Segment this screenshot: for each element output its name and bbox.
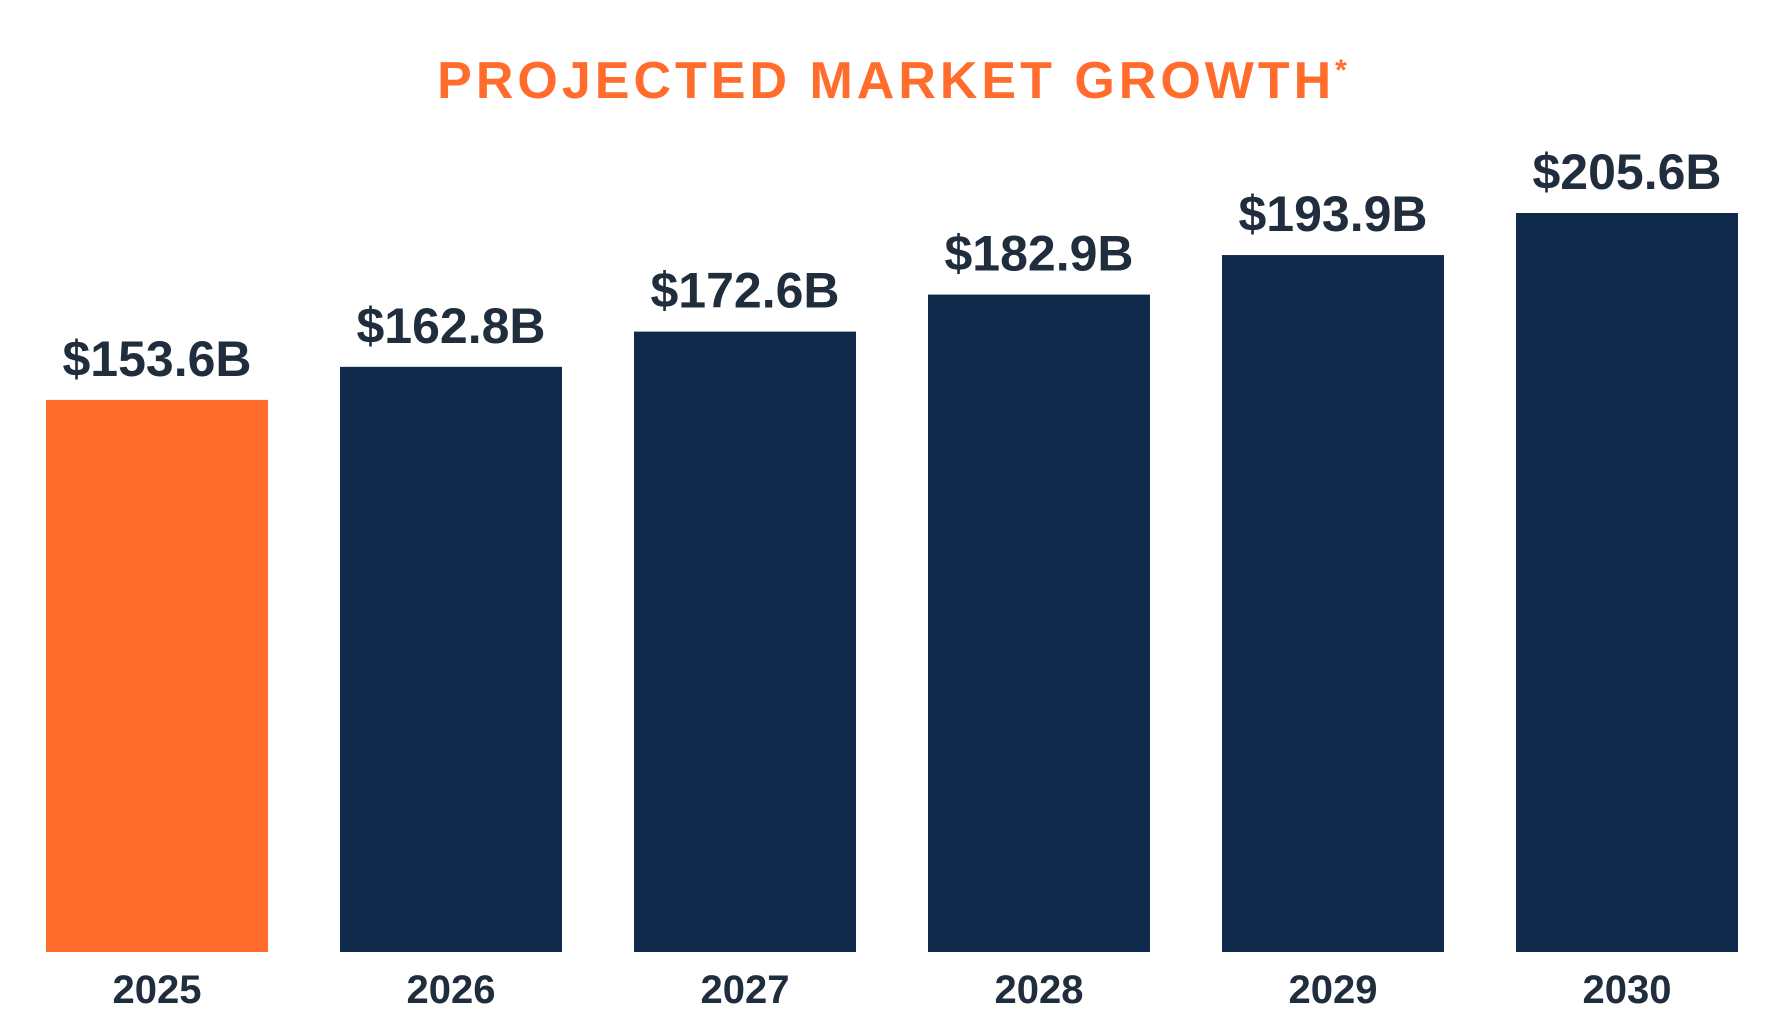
value-label-2028: $182.9B [944, 226, 1133, 282]
bar-2028 [928, 294, 1150, 952]
year-label-2030: 2030 [1583, 968, 1672, 1012]
bar-group [46, 213, 1738, 953]
value-label-2029: $193.9B [1238, 186, 1427, 242]
year-label-2029: 2029 [1289, 968, 1378, 1012]
year-label-2027: 2027 [701, 968, 790, 1012]
year-label-2025: 2025 [113, 968, 202, 1012]
value-label-group: $153.6B $162.8B $172.6B $182.9B $193.9B $205.… [62, 144, 1721, 387]
chart-title: PROJECTED MARKET GROWTH* [0, 36, 1784, 116]
value-label-2025: $153.6B [62, 331, 251, 387]
year-label-2028: 2028 [995, 968, 1084, 1012]
bar-2025 [46, 399, 268, 952]
bar-2027 [634, 331, 856, 953]
bar-2030 [1516, 213, 1738, 952]
bar-2026 [340, 366, 562, 953]
value-label-2027: $172.6B [650, 263, 839, 319]
value-label-2030: $205.6B [1532, 144, 1721, 200]
bar-2029 [1222, 255, 1444, 953]
chart-title-footnote-mark: * [1335, 54, 1347, 87]
year-label-group: 2025 2026 2027 2028 2029 2030 [113, 968, 1672, 1012]
value-label-2026: $162.8B [356, 298, 545, 354]
chart-title-text: PROJECTED MARKET GROWTH [437, 52, 1336, 110]
year-label-2026: 2026 [407, 968, 496, 1012]
